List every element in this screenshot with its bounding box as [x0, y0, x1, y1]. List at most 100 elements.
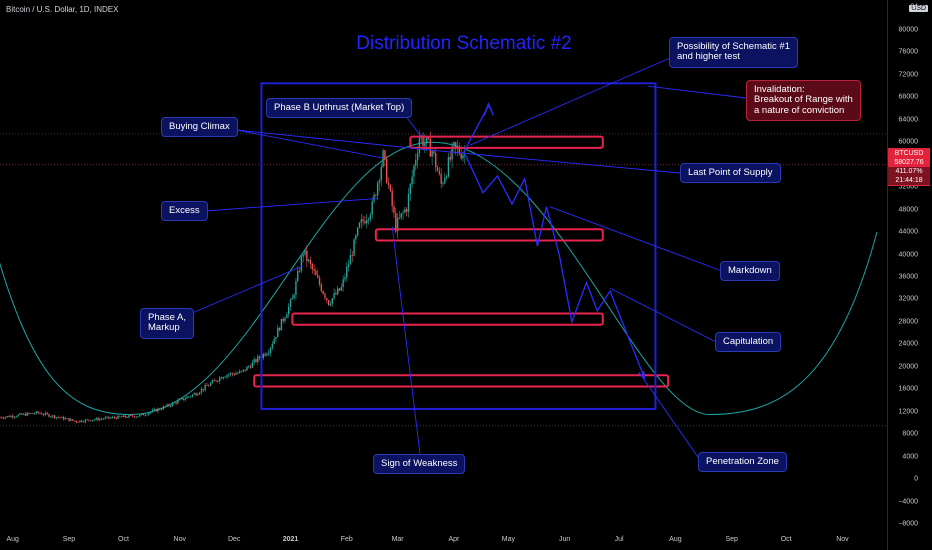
note-markdown[interactable]: Markdown: [720, 261, 780, 282]
possibility-leader: [470, 57, 671, 146]
note-phase-b-upthrust[interactable]: Phase B Upthrust (Market Top): [266, 98, 413, 119]
candle-body: [151, 409, 154, 412]
note-phase-a-markup[interactable]: Phase A, Markup: [140, 308, 195, 339]
candle-body: [177, 400, 179, 404]
candle-body: [257, 356, 259, 363]
candle-body: [329, 303, 332, 306]
y-tick-label: 24000: [898, 340, 918, 348]
candle-body: [386, 159, 388, 183]
candle-body: [353, 239, 355, 256]
annotation-leaders: [189, 57, 747, 461]
candle-body: [298, 270, 301, 272]
note-sign-of-weakness[interactable]: Sign of Weakness: [373, 454, 466, 475]
candle-body: [384, 150, 386, 160]
y-tick-label: 44000: [898, 228, 918, 236]
candle-body: [153, 409, 156, 410]
y-tick-label: 64000: [898, 116, 918, 124]
candle-body: [393, 206, 395, 214]
candle-body: [144, 414, 146, 416]
candle-body: [269, 347, 272, 354]
candle-body: [184, 398, 186, 400]
candle-body: [422, 136, 424, 147]
candle-body: [444, 177, 446, 184]
candle-body: [97, 418, 99, 421]
candle-body: [197, 394, 199, 396]
candle-body: [295, 281, 297, 295]
candle-body: [124, 415, 126, 418]
note-invalidation[interactable]: Invalidation: Breakout of Range with a nat…: [746, 80, 861, 122]
x-tick-label: May: [501, 536, 515, 543]
candle-body: [326, 298, 328, 301]
candle-body: [2, 417, 5, 419]
candle-body: [320, 284, 323, 292]
candle-body: [244, 369, 246, 371]
note-possibility-schematic-1[interactable]: Possibility of Schematic #1 and higher te…: [669, 37, 798, 68]
candle-body: [306, 250, 308, 261]
candle-body: [169, 405, 172, 407]
candle-body: [233, 374, 235, 375]
candle-body: [157, 408, 159, 412]
candle-body: [238, 371, 241, 374]
candle-body: [137, 416, 139, 418]
candle-body: [175, 402, 177, 404]
candle-body: [318, 277, 321, 285]
penetration-leader: [638, 372, 701, 461]
candle-body: [61, 416, 63, 418]
currency-badge[interactable]: USD: [909, 5, 928, 12]
candle-body: [199, 392, 201, 395]
y-tick-label: 40000: [898, 251, 918, 259]
price-axis[interactable]: USD 84 −8000 −4000 0 4000 8000 12000 16000 2000…: [887, 0, 932, 550]
y-tick-label: 8000: [902, 430, 918, 438]
x-tick-label: Jun: [558, 536, 571, 543]
candle-body: [413, 165, 415, 177]
candle-body: [57, 417, 59, 418]
candle-body: [46, 412, 48, 415]
candle-body: [273, 339, 275, 344]
candle-body: [51, 415, 54, 417]
candle-body: [220, 377, 223, 379]
note-buying-climax[interactable]: Buying Climax: [161, 117, 238, 138]
candle-body: [333, 293, 335, 299]
candle-body: [249, 366, 252, 368]
candle-body: [204, 384, 206, 390]
note-excess[interactable]: Excess: [161, 201, 208, 222]
candle-body: [362, 219, 364, 222]
markdown-leader: [549, 206, 723, 272]
candle-body: [180, 398, 183, 400]
note-penetration-zone[interactable]: Penetration Zone: [698, 452, 787, 473]
y-tick-label: 4000: [902, 453, 918, 461]
x-tick-label: Nov: [836, 536, 849, 543]
candle-body: [246, 366, 248, 371]
x-tick-label: Feb: [340, 536, 353, 543]
candle-body: [284, 318, 286, 322]
lps-leader: [466, 153, 681, 174]
candle-body: [30, 413, 32, 415]
last-price-tag: BTCUSD 58027.76 411.07% 21:44:18: [888, 148, 930, 186]
phase-a-leader: [189, 265, 304, 315]
candle-body: [95, 418, 97, 420]
candle-body: [217, 381, 219, 382]
candle-body: [324, 293, 326, 299]
candle-body: [1, 417, 3, 419]
candle-body: [231, 373, 234, 375]
note-last-point-of-supply[interactable]: Last Point of Supply: [680, 163, 781, 184]
candle-body: [277, 327, 279, 338]
candle-body: [100, 418, 103, 420]
candle-body: [131, 415, 134, 417]
candle-body: [139, 414, 141, 417]
x-tick-label: Jul: [614, 536, 624, 543]
candle-body: [171, 402, 174, 406]
candle-body: [451, 146, 453, 160]
candle-body: [307, 259, 310, 261]
symbol-header: Bitcoin / U.S. Dollar, 1D, INDEX: [6, 5, 119, 14]
candle-body: [140, 413, 143, 415]
excess-leader: [204, 197, 378, 212]
note-capitulation[interactable]: Capitulation: [715, 332, 782, 353]
candle-body: [44, 412, 47, 415]
candle-body: [317, 275, 319, 278]
candle-body: [224, 376, 226, 378]
candle-body: [93, 419, 96, 421]
candle-body: [182, 398, 185, 400]
candle-body: [440, 173, 442, 184]
